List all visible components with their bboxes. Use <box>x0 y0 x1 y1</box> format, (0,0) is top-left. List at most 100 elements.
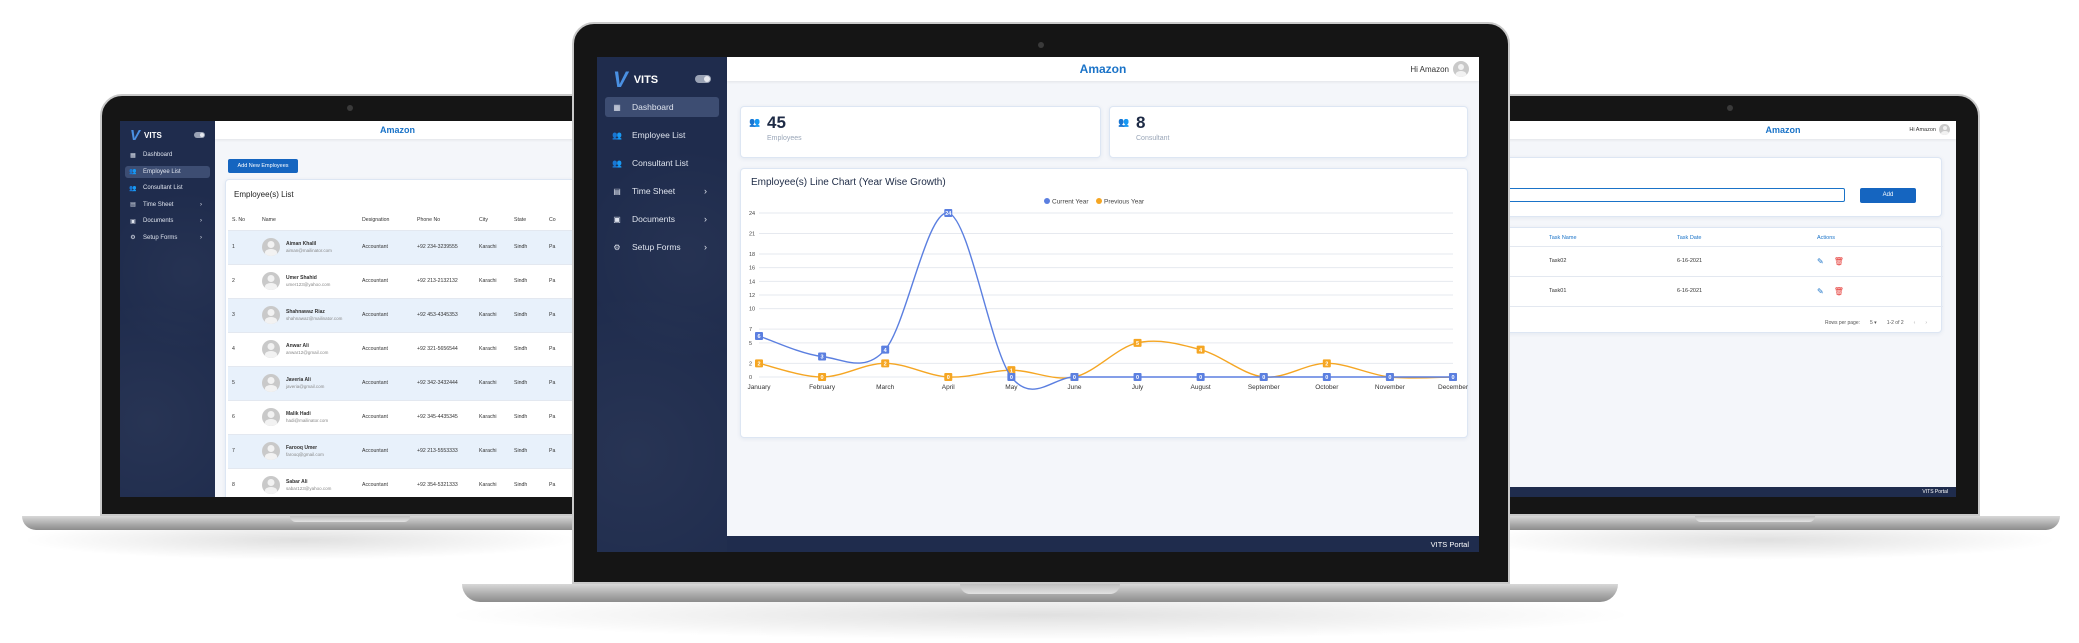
table-row[interactable]: 2 Umer Shahid umer123@yahoo.com Accountant +… <box>228 264 580 299</box>
stat-card-employees[interactable]: 👥 45 Employees <box>740 106 1101 158</box>
cell-city: Karachi <box>475 366 510 401</box>
delete-icon[interactable]: 🗑 <box>1833 256 1844 266</box>
footer-text: VITS Portal <box>1922 489 1948 495</box>
data-point <box>1196 373 1205 381</box>
sidebar-item-documents[interactable]: ▣ Documents › <box>125 215 210 227</box>
nav-label: Dashboard <box>632 102 674 112</box>
data-label: 4 <box>1199 348 1203 354</box>
topbar: Amazon Hi Amazon <box>1490 121 1956 139</box>
sidebar-toggle[interactable] <box>194 132 205 138</box>
y-tick-label: 2 <box>749 361 752 367</box>
employee-table: S. No Name Designation Phone No City Sta… <box>228 210 580 497</box>
nav-menu: ▦ Dashboard 👥 Employee List 👥 Consultant Li… <box>120 149 215 248</box>
data-label: 2 <box>1325 362 1328 368</box>
cell-actions: ✎ 🗑 <box>1813 276 1943 307</box>
page-title: Amazon <box>379 125 415 135</box>
data-point <box>1449 373 1457 381</box>
cell-name: Sabar Ali sabar123@yahoo.com <box>258 468 358 497</box>
employee-name: Farooq Umer <box>286 445 318 451</box>
sidebar-item-setup-forms[interactable]: ⚙ Setup Forms › <box>125 232 210 244</box>
x-tick-label: August <box>1191 384 1211 391</box>
cell-phone: +92 321-5656544 <box>413 332 475 367</box>
table-row[interactable]: 8 Sabar Ali sabar123@yahoo.com Accountant +9… <box>228 468 580 497</box>
brand: V VITS <box>130 127 162 144</box>
edit-icon[interactable]: ✎ <box>1817 256 1824 266</box>
cell-state: Sindh <box>510 400 545 435</box>
sidebar-item-setup-forms[interactable]: ⚙ Setup Forms › <box>605 237 719 257</box>
delete-icon[interactable]: 🗑 <box>1833 286 1844 296</box>
stat-card-consultants[interactable]: 👥 8 Consultant <box>1109 106 1468 158</box>
cell-designation: Accountant <box>358 298 413 333</box>
table-row[interactable]: 6 Malik Hadi hadi@mailinator.com Accountant… <box>228 400 580 435</box>
data-label: 0 <box>1010 375 1013 381</box>
employee-name-block: Aiman Khalil aiman@mailinator.com <box>262 238 354 256</box>
cell-task-date: 6-16-2021 <box>1673 276 1813 307</box>
employee-list-title: Employee(s) List <box>234 190 294 199</box>
cell-city: Karachi <box>475 264 510 299</box>
sidebar-item-time-sheet[interactable]: ▤ Time Sheet › <box>605 181 719 201</box>
sidebar-item-employee-list[interactable]: 👥 Employee List <box>125 165 210 178</box>
sidebar-item-time-sheet[interactable]: ▤ Time Sheet › <box>125 199 210 211</box>
camera <box>1038 42 1044 48</box>
cell-designation: Accountant <box>358 230 413 265</box>
cell-designation: Accountant <box>358 366 413 401</box>
table-row[interactable]: 4 Anwar Ali anwar12@gmail.com Accountant +92… <box>228 332 580 367</box>
user-greeting: Hi Amazon <box>1909 126 1936 133</box>
table-row: Task01 6-16-2021 ✎ 🗑 <box>1490 276 1943 307</box>
table-header-row: S. No Name Designation Phone No City Sta… <box>228 210 580 231</box>
cell-sno: 8 <box>228 468 258 497</box>
employee-name: Malik Hadi <box>286 411 311 417</box>
next-page-icon[interactable]: › <box>1925 320 1927 326</box>
sidebar-item-dashboard[interactable]: ▦ Dashboard <box>125 149 210 161</box>
cell-city: Karachi <box>475 400 510 435</box>
sidebar-item-documents[interactable]: ▣ Documents › <box>605 209 719 229</box>
sidebar-item-consultant-list[interactable]: 👥 Consultant List <box>605 153 719 173</box>
table-row[interactable]: 5 Javeria Ali javeria@gmail.com Accountant +… <box>228 366 580 401</box>
data-label: 4 <box>884 348 888 354</box>
user-menu[interactable]: Hi Amazon <box>1909 124 1950 135</box>
data-point <box>1070 373 1079 381</box>
employee-name-block: Sabar Ali sabar123@yahoo.com <box>262 476 354 494</box>
column-header: Phone No <box>413 210 475 231</box>
sidebar-item-dashboard[interactable]: ▦ Dashboard <box>605 97 719 117</box>
employee-identity: Sabar Ali sabar123@yahoo.com <box>286 479 331 491</box>
sidebar-toggle[interactable] <box>695 75 711 83</box>
employee-name-block: Shahnawaz Riaz shahnawaz@mailinator.com <box>262 306 354 324</box>
cell-name: Aiman Khalil aiman@mailinator.com <box>258 230 358 265</box>
people-icon: 👥 <box>749 117 761 127</box>
column-header: Task Name <box>1545 230 1673 247</box>
y-tick-label: 24 <box>749 211 755 217</box>
user-greeting: Hi Amazon <box>1410 64 1449 74</box>
y-tick-label: 14 <box>749 279 755 285</box>
topbar: Amazon <box>215 121 580 139</box>
people-icon: 👥 <box>1118 117 1130 127</box>
sidebar-item-employee-list[interactable]: 👥 Employee List <box>605 125 719 145</box>
rows-per-page-select[interactable]: 5 ▾ <box>1870 320 1877 326</box>
cell-sno: 3 <box>228 298 258 333</box>
avatar[interactable] <box>1453 61 1469 77</box>
employee-identity: Aiman Khalil aiman@mailinator.com <box>286 241 332 253</box>
cell-city: Karachi <box>475 298 510 333</box>
employee-name: Javeria Ali <box>286 377 311 383</box>
data-label: 0 <box>821 375 824 381</box>
edit-icon[interactable]: ✎ <box>1817 286 1824 296</box>
column-header: Co <box>545 210 580 231</box>
user-menu[interactable]: Hi Amazon <box>1410 61 1469 77</box>
chevron-right-icon: › <box>704 186 707 196</box>
sidebar-item-consultant-list[interactable]: 👥 Consultant List <box>125 182 210 194</box>
table-row[interactable]: 7 Farooq Umer farooq@gmail.com Accountant +9… <box>228 434 580 469</box>
data-point <box>818 373 827 381</box>
x-tick-label: May <box>1005 384 1018 391</box>
task-input[interactable] <box>1495 188 1845 202</box>
x-tick-label: November <box>1375 384 1406 391</box>
prev-page-icon[interactable]: ‹ <box>1913 320 1916 326</box>
table-row[interactable]: 1 Aiman Khalil aiman@mailinator.com Account… <box>228 230 580 265</box>
brand-name: VITS <box>633 74 659 86</box>
cell-designation: Accountant <box>358 400 413 435</box>
add-employee-button[interactable]: Add New Employees <box>228 159 298 173</box>
table-row[interactable]: 3 Shahnawaz Riaz shahnawaz@mailinator.com A… <box>228 298 580 333</box>
add-task-button[interactable]: Add <box>1860 188 1916 203</box>
laptop-base <box>22 516 678 530</box>
avatar[interactable] <box>1939 124 1950 135</box>
chevron-right-icon: › <box>200 218 202 224</box>
